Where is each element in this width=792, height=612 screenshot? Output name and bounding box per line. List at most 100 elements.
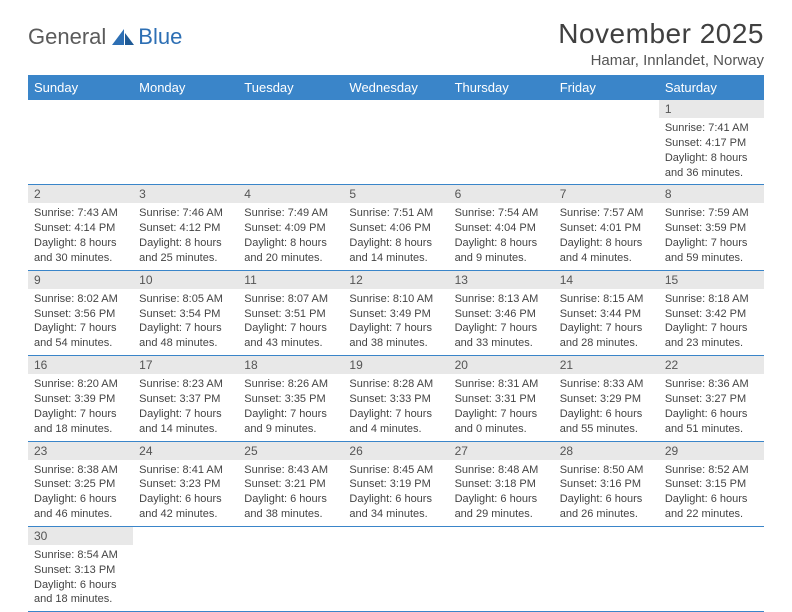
weekday-header: Saturday	[659, 75, 764, 100]
day-content: Sunrise: 7:49 AMSunset: 4:09 PMDaylight:…	[238, 203, 343, 269]
day-content: Sunrise: 8:36 AMSunset: 3:27 PMDaylight:…	[659, 374, 764, 440]
day-content: Sunrise: 7:51 AMSunset: 4:06 PMDaylight:…	[343, 203, 448, 269]
day-number: 1	[659, 100, 764, 118]
day-content: Sunrise: 8:52 AMSunset: 3:15 PMDaylight:…	[659, 460, 764, 526]
calendar-empty	[343, 100, 448, 185]
title-block: November 2025 Hamar, Innlandet, Norway	[558, 18, 764, 69]
calendar-row: 9Sunrise: 8:02 AMSunset: 3:56 PMDaylight…	[28, 270, 764, 355]
day-number: 10	[133, 271, 238, 289]
day-content: Sunrise: 8:18 AMSunset: 3:42 PMDaylight:…	[659, 289, 764, 355]
day-content: Sunrise: 8:26 AMSunset: 3:35 PMDaylight:…	[238, 374, 343, 440]
calendar-empty	[449, 100, 554, 185]
calendar-day: 11Sunrise: 8:07 AMSunset: 3:51 PMDayligh…	[238, 270, 343, 355]
calendar-day: 15Sunrise: 8:18 AMSunset: 3:42 PMDayligh…	[659, 270, 764, 355]
day-number: 14	[554, 271, 659, 289]
calendar-day: 23Sunrise: 8:38 AMSunset: 3:25 PMDayligh…	[28, 441, 133, 526]
logo-text-blue: Blue	[138, 24, 182, 50]
calendar-day: 16Sunrise: 8:20 AMSunset: 3:39 PMDayligh…	[28, 356, 133, 441]
day-content: Sunrise: 8:20 AMSunset: 3:39 PMDaylight:…	[28, 374, 133, 440]
calendar-day: 9Sunrise: 8:02 AMSunset: 3:56 PMDaylight…	[28, 270, 133, 355]
day-number: 27	[449, 442, 554, 460]
day-number: 26	[343, 442, 448, 460]
day-content: Sunrise: 8:50 AMSunset: 3:16 PMDaylight:…	[554, 460, 659, 526]
calendar-day: 27Sunrise: 8:48 AMSunset: 3:18 PMDayligh…	[449, 441, 554, 526]
day-number: 24	[133, 442, 238, 460]
day-number: 2	[28, 185, 133, 203]
day-number: 29	[659, 442, 764, 460]
logo-text-general: General	[28, 24, 106, 50]
day-number: 25	[238, 442, 343, 460]
weekday-header: Sunday	[28, 75, 133, 100]
day-number: 8	[659, 185, 764, 203]
calendar-day: 19Sunrise: 8:28 AMSunset: 3:33 PMDayligh…	[343, 356, 448, 441]
calendar-row: 16Sunrise: 8:20 AMSunset: 3:39 PMDayligh…	[28, 356, 764, 441]
calendar-empty	[133, 526, 238, 611]
calendar-empty	[554, 100, 659, 185]
day-content: Sunrise: 8:05 AMSunset: 3:54 PMDaylight:…	[133, 289, 238, 355]
day-content: Sunrise: 8:31 AMSunset: 3:31 PMDaylight:…	[449, 374, 554, 440]
day-number: 16	[28, 356, 133, 374]
day-number: 11	[238, 271, 343, 289]
calendar-day: 3Sunrise: 7:46 AMSunset: 4:12 PMDaylight…	[133, 185, 238, 270]
calendar-day: 8Sunrise: 7:59 AMSunset: 3:59 PMDaylight…	[659, 185, 764, 270]
day-content: Sunrise: 8:13 AMSunset: 3:46 PMDaylight:…	[449, 289, 554, 355]
calendar-day: 24Sunrise: 8:41 AMSunset: 3:23 PMDayligh…	[133, 441, 238, 526]
calendar-empty	[659, 526, 764, 611]
day-content: Sunrise: 8:38 AMSunset: 3:25 PMDaylight:…	[28, 460, 133, 526]
calendar-empty	[238, 100, 343, 185]
day-content: Sunrise: 8:48 AMSunset: 3:18 PMDaylight:…	[449, 460, 554, 526]
calendar-day: 30Sunrise: 8:54 AMSunset: 3:13 PMDayligh…	[28, 526, 133, 611]
calendar-day: 13Sunrise: 8:13 AMSunset: 3:46 PMDayligh…	[449, 270, 554, 355]
calendar-day: 12Sunrise: 8:10 AMSunset: 3:49 PMDayligh…	[343, 270, 448, 355]
calendar-row: 23Sunrise: 8:38 AMSunset: 3:25 PMDayligh…	[28, 441, 764, 526]
weekday-header: Monday	[133, 75, 238, 100]
day-content: Sunrise: 8:15 AMSunset: 3:44 PMDaylight:…	[554, 289, 659, 355]
calendar-day: 2Sunrise: 7:43 AMSunset: 4:14 PMDaylight…	[28, 185, 133, 270]
calendar-day: 7Sunrise: 7:57 AMSunset: 4:01 PMDaylight…	[554, 185, 659, 270]
calendar-day: 21Sunrise: 8:33 AMSunset: 3:29 PMDayligh…	[554, 356, 659, 441]
day-number: 19	[343, 356, 448, 374]
day-number: 7	[554, 185, 659, 203]
calendar-day: 6Sunrise: 7:54 AMSunset: 4:04 PMDaylight…	[449, 185, 554, 270]
day-number: 23	[28, 442, 133, 460]
sail-icon	[110, 27, 136, 47]
day-content: Sunrise: 8:02 AMSunset: 3:56 PMDaylight:…	[28, 289, 133, 355]
day-number: 13	[449, 271, 554, 289]
calendar-body: 1Sunrise: 7:41 AMSunset: 4:17 PMDaylight…	[28, 100, 764, 612]
day-content: Sunrise: 8:10 AMSunset: 3:49 PMDaylight:…	[343, 289, 448, 355]
page-subtitle: Hamar, Innlandet, Norway	[558, 52, 764, 69]
day-content: Sunrise: 8:28 AMSunset: 3:33 PMDaylight:…	[343, 374, 448, 440]
calendar-day: 22Sunrise: 8:36 AMSunset: 3:27 PMDayligh…	[659, 356, 764, 441]
day-content: Sunrise: 7:59 AMSunset: 3:59 PMDaylight:…	[659, 203, 764, 269]
calendar-day: 14Sunrise: 8:15 AMSunset: 3:44 PMDayligh…	[554, 270, 659, 355]
calendar-table: SundayMondayTuesdayWednesdayThursdayFrid…	[28, 75, 764, 612]
calendar-empty	[28, 100, 133, 185]
day-content: Sunrise: 7:41 AMSunset: 4:17 PMDaylight:…	[659, 118, 764, 184]
day-content: Sunrise: 8:33 AMSunset: 3:29 PMDaylight:…	[554, 374, 659, 440]
calendar-empty	[238, 526, 343, 611]
calendar-row: 1Sunrise: 7:41 AMSunset: 4:17 PMDaylight…	[28, 100, 764, 185]
weekday-header: Friday	[554, 75, 659, 100]
day-number: 21	[554, 356, 659, 374]
day-number: 4	[238, 185, 343, 203]
weekday-header: Wednesday	[343, 75, 448, 100]
day-number: 5	[343, 185, 448, 203]
day-number: 9	[28, 271, 133, 289]
day-content: Sunrise: 7:46 AMSunset: 4:12 PMDaylight:…	[133, 203, 238, 269]
day-content: Sunrise: 7:57 AMSunset: 4:01 PMDaylight:…	[554, 203, 659, 269]
day-number: 3	[133, 185, 238, 203]
day-number: 6	[449, 185, 554, 203]
calendar-row: 2Sunrise: 7:43 AMSunset: 4:14 PMDaylight…	[28, 185, 764, 270]
day-number: 17	[133, 356, 238, 374]
calendar-day: 5Sunrise: 7:51 AMSunset: 4:06 PMDaylight…	[343, 185, 448, 270]
page-title: November 2025	[558, 18, 764, 50]
calendar-day: 1Sunrise: 7:41 AMSunset: 4:17 PMDaylight…	[659, 100, 764, 185]
day-number: 22	[659, 356, 764, 374]
day-number: 15	[659, 271, 764, 289]
day-content: Sunrise: 8:54 AMSunset: 3:13 PMDaylight:…	[28, 545, 133, 611]
calendar-day: 28Sunrise: 8:50 AMSunset: 3:16 PMDayligh…	[554, 441, 659, 526]
weekday-header-row: SundayMondayTuesdayWednesdayThursdayFrid…	[28, 75, 764, 100]
calendar-day: 26Sunrise: 8:45 AMSunset: 3:19 PMDayligh…	[343, 441, 448, 526]
calendar-empty	[449, 526, 554, 611]
day-content: Sunrise: 8:43 AMSunset: 3:21 PMDaylight:…	[238, 460, 343, 526]
